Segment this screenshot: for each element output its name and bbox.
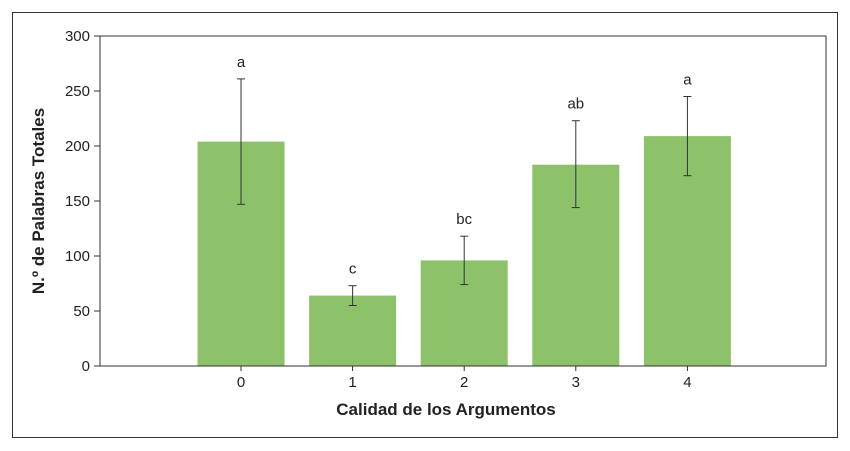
y-tick-label: 0 bbox=[82, 358, 90, 375]
significance-label: ab bbox=[567, 96, 584, 113]
significance-label: c bbox=[349, 261, 357, 278]
x-axis-ticks: 0 1 2 3 4 bbox=[237, 366, 692, 391]
x-tick-label: 4 bbox=[683, 374, 691, 391]
significance-label: a bbox=[237, 54, 246, 71]
x-axis-title: Calidad de los Argumentos bbox=[336, 400, 555, 419]
y-axis-ticks: 0 50 100 150 200 250 300 bbox=[65, 28, 100, 375]
y-tick-label: 50 bbox=[73, 303, 90, 320]
significance-label: a bbox=[683, 72, 692, 89]
y-tick-label: 250 bbox=[65, 83, 90, 100]
y-tick-label: 150 bbox=[65, 193, 90, 210]
error-bars bbox=[237, 78, 692, 306]
y-tick-label: 300 bbox=[65, 28, 90, 45]
y-axis-title: N.º de Palabras Totales bbox=[29, 108, 48, 294]
figure-frame bbox=[12, 12, 838, 438]
bars bbox=[197, 136, 731, 366]
x-tick-label: 1 bbox=[348, 374, 356, 391]
y-tick-label: 100 bbox=[65, 248, 90, 265]
plot-area bbox=[99, 35, 827, 367]
bar bbox=[309, 295, 397, 366]
x-tick-label: 0 bbox=[237, 374, 245, 391]
significance-labels: a c bc ab a bbox=[237, 54, 692, 278]
significance-label: bc bbox=[456, 211, 472, 228]
x-tick-label: 2 bbox=[460, 374, 468, 391]
x-tick-label: 3 bbox=[572, 374, 580, 391]
y-tick-label: 200 bbox=[65, 138, 90, 155]
